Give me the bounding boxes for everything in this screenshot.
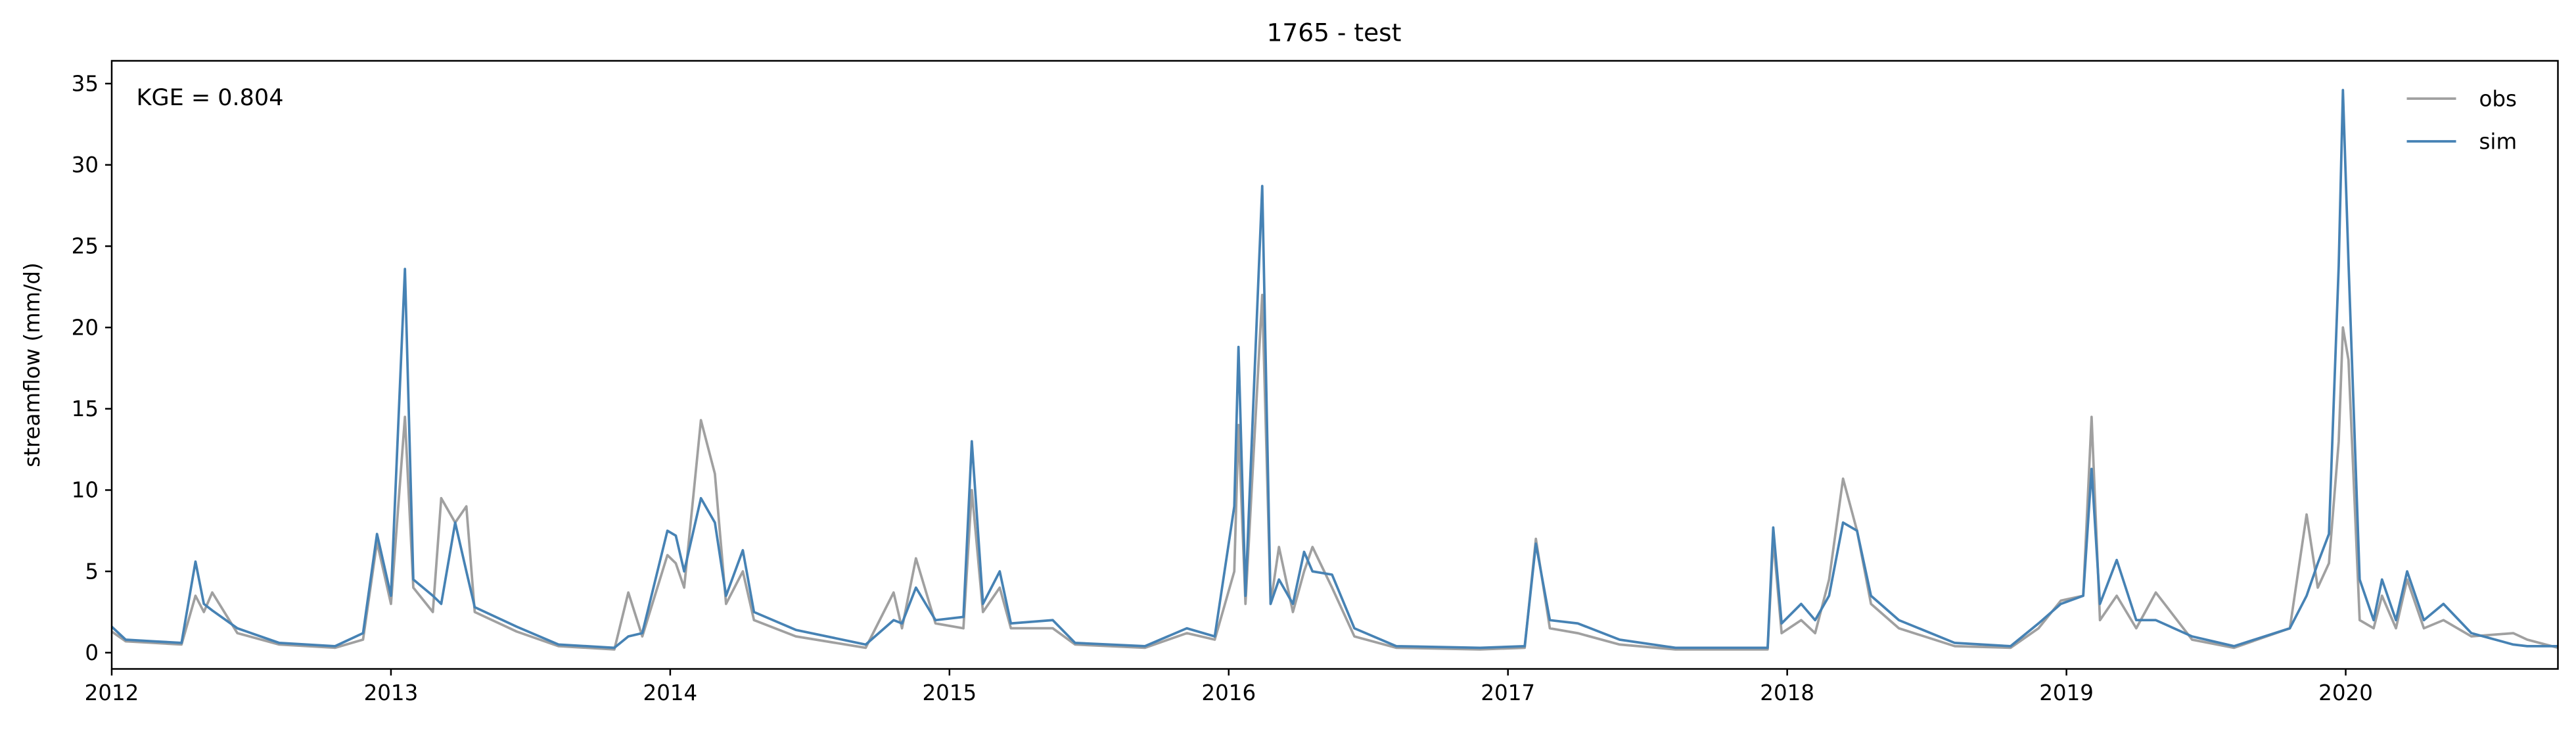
legend-label: sim (2479, 129, 2518, 154)
y-tick-label: 25 (72, 234, 99, 259)
x-tick-label: 2018 (1760, 680, 1814, 705)
chart-title: 1765 - test (1267, 18, 1402, 47)
y-tick-label: 15 (72, 396, 99, 421)
x-tick-label: 2020 (2318, 680, 2373, 705)
series-line (110, 293, 2558, 651)
y-tick-label: 35 (72, 71, 99, 96)
x-tick-label: 2017 (1481, 680, 1535, 705)
series-line (110, 89, 2558, 650)
x-tick-label: 2015 (922, 680, 977, 705)
x-tick-label: 2012 (85, 680, 139, 705)
axes-frame (110, 60, 2559, 670)
y-tick-label: 20 (72, 315, 99, 340)
y-tick-label: 30 (72, 153, 99, 178)
legend-label: obs (2479, 86, 2517, 111)
y-tick-label: 0 (85, 640, 99, 665)
x-tick-label: 2016 (1201, 680, 1256, 705)
x-tick-label: 2013 (364, 680, 419, 705)
x-tick-label: 2019 (2039, 680, 2094, 705)
x-tick-label: 2014 (643, 680, 698, 705)
plot-area (110, 89, 2558, 651)
annotation: KGE = 0.804 (137, 85, 284, 111)
y-axis-label: streamflow (mm/d) (20, 262, 45, 467)
y-tick-label: 10 (72, 478, 99, 503)
y-tick-label: 5 (85, 559, 99, 584)
